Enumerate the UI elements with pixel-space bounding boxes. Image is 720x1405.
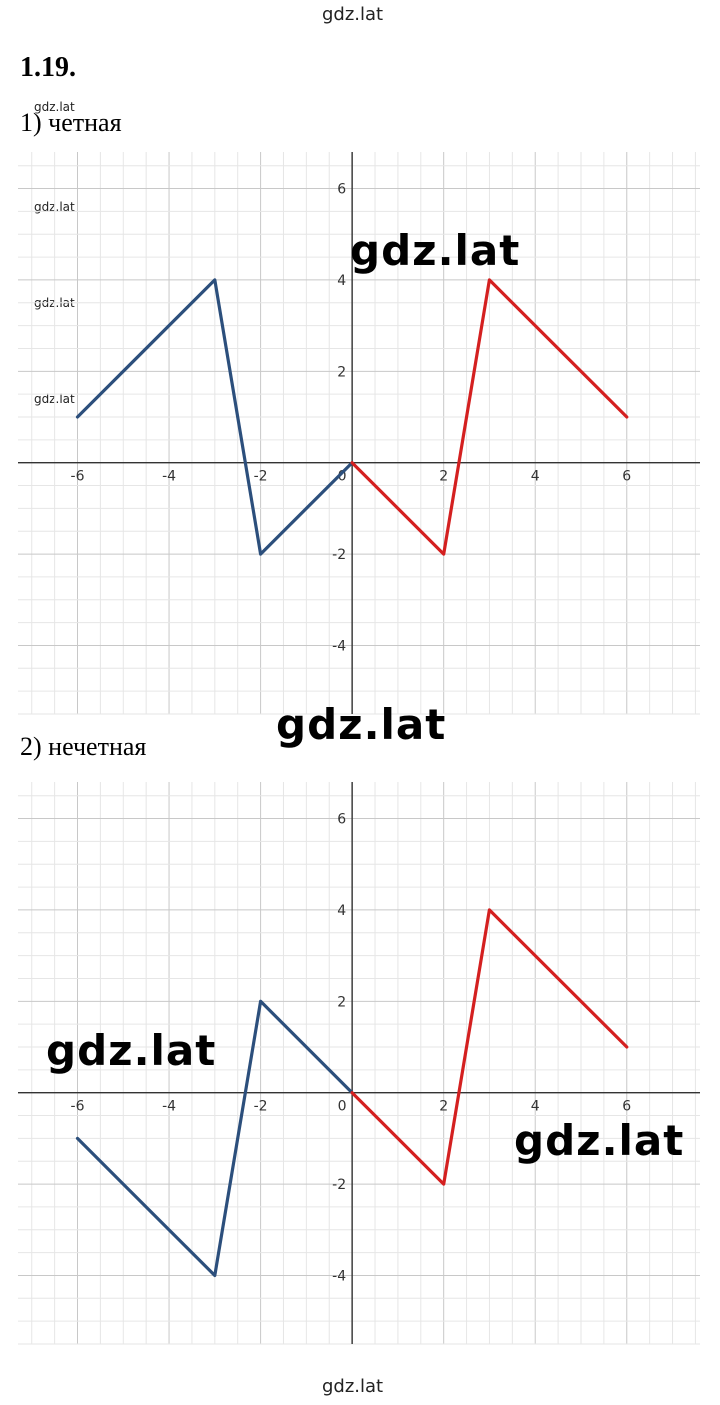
watermark-big-4: gdz.lat — [514, 1116, 685, 1165]
watermark-big-2: gdz.lat — [276, 700, 447, 749]
x-tick-label: 0 — [338, 1099, 347, 1115]
x-tick-label: 4 — [531, 469, 540, 485]
series-line-red — [350, 278, 629, 556]
watermark-top: gdz.lat — [322, 4, 384, 25]
x-tick-label: -6 — [71, 1099, 85, 1115]
part-2-label: 2) нечетная — [20, 732, 147, 761]
y-tick-label: 2 — [337, 364, 346, 380]
x-tick-label: 6 — [622, 469, 631, 485]
y-tick-label: 6 — [337, 812, 346, 828]
x-tick-label: 0 — [338, 469, 347, 485]
y-tick-label: -4 — [332, 638, 346, 654]
chart-odd: -6 -4 -2 0 2 4 6 -4 -2 2 4 6 — [18, 782, 700, 1345]
chart-even: -6 -4 -2 0 2 4 6 -4 -2 2 4 6 — [18, 152, 700, 715]
y-tick-label: -2 — [332, 1177, 346, 1193]
task-number: 1.19. — [20, 52, 76, 83]
part-1-label: 1) четная — [20, 108, 122, 137]
series-line-red — [350, 908, 629, 1186]
y-tick-label: -4 — [332, 1268, 346, 1284]
x-tick-label: 6 — [622, 1099, 631, 1115]
y-tick-label: -2 — [332, 547, 346, 563]
series-line-blue — [75, 999, 354, 1278]
series-line-blue — [75, 278, 354, 556]
y-tick-label: 6 — [337, 182, 346, 198]
x-tick-label: 2 — [439, 1099, 448, 1115]
watermark-big-3: gdz.lat — [46, 1026, 217, 1075]
x-tick-label: 2 — [439, 469, 448, 485]
watermark-bottom: gdz.lat — [322, 1376, 384, 1397]
y-tick-label: 2 — [337, 994, 346, 1010]
x-tick-label: -6 — [71, 469, 85, 485]
watermark-tiny-1: gdz.lat — [34, 100, 75, 114]
x-tick-label: 4 — [531, 1099, 540, 1115]
watermark-big-1: gdz.lat — [350, 226, 521, 275]
y-tick-label: 4 — [337, 273, 346, 289]
y-tick-label: 4 — [337, 903, 346, 919]
x-tick-label: -2 — [254, 1099, 268, 1115]
x-tick-label: -4 — [162, 1099, 176, 1115]
x-tick-label: -2 — [254, 469, 268, 485]
x-tick-label: -4 — [162, 469, 176, 485]
